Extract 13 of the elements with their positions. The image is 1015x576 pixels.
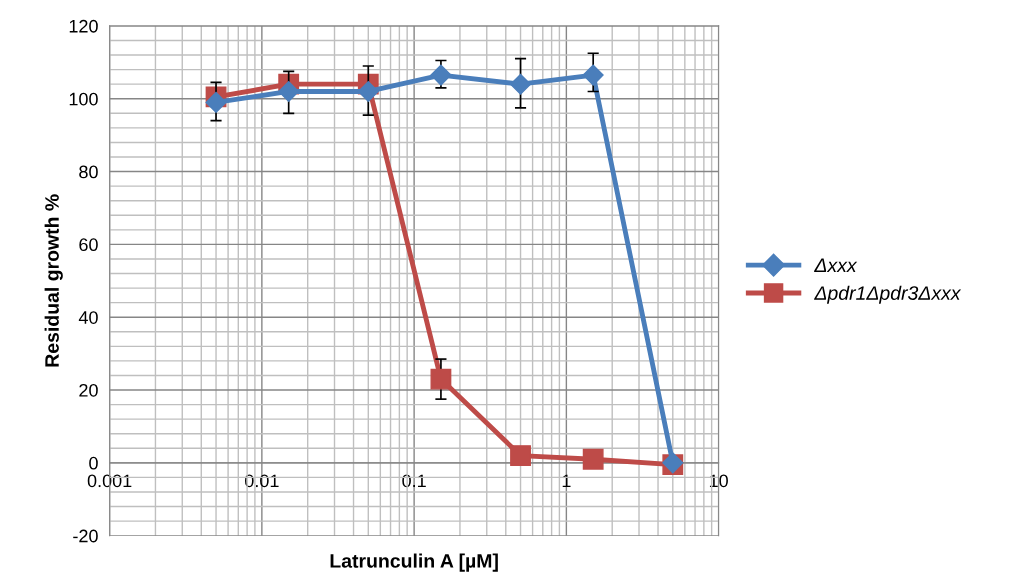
y-tick-label: 40: [78, 311, 98, 324]
y-tick-label: -20: [73, 529, 98, 543]
y-tick-label: 20: [79, 383, 98, 397]
y-tick-label: 80: [79, 165, 98, 179]
y-tick-label: 0: [89, 456, 98, 470]
legend-label: Δpdr1Δpdr3Δxxx: [814, 285, 962, 304]
y-tick-label: 100: [69, 92, 98, 106]
legend-label: Δxxx: [814, 258, 858, 272]
y-tick-label: 60: [79, 238, 98, 252]
y-tick-label: 120: [69, 19, 98, 33]
x-axis-title: Latrunculin A [µM]: [330, 553, 498, 572]
x-tick-label: 0.001: [87, 474, 132, 488]
y-axis-title: Residual growth %: [44, 194, 63, 367]
